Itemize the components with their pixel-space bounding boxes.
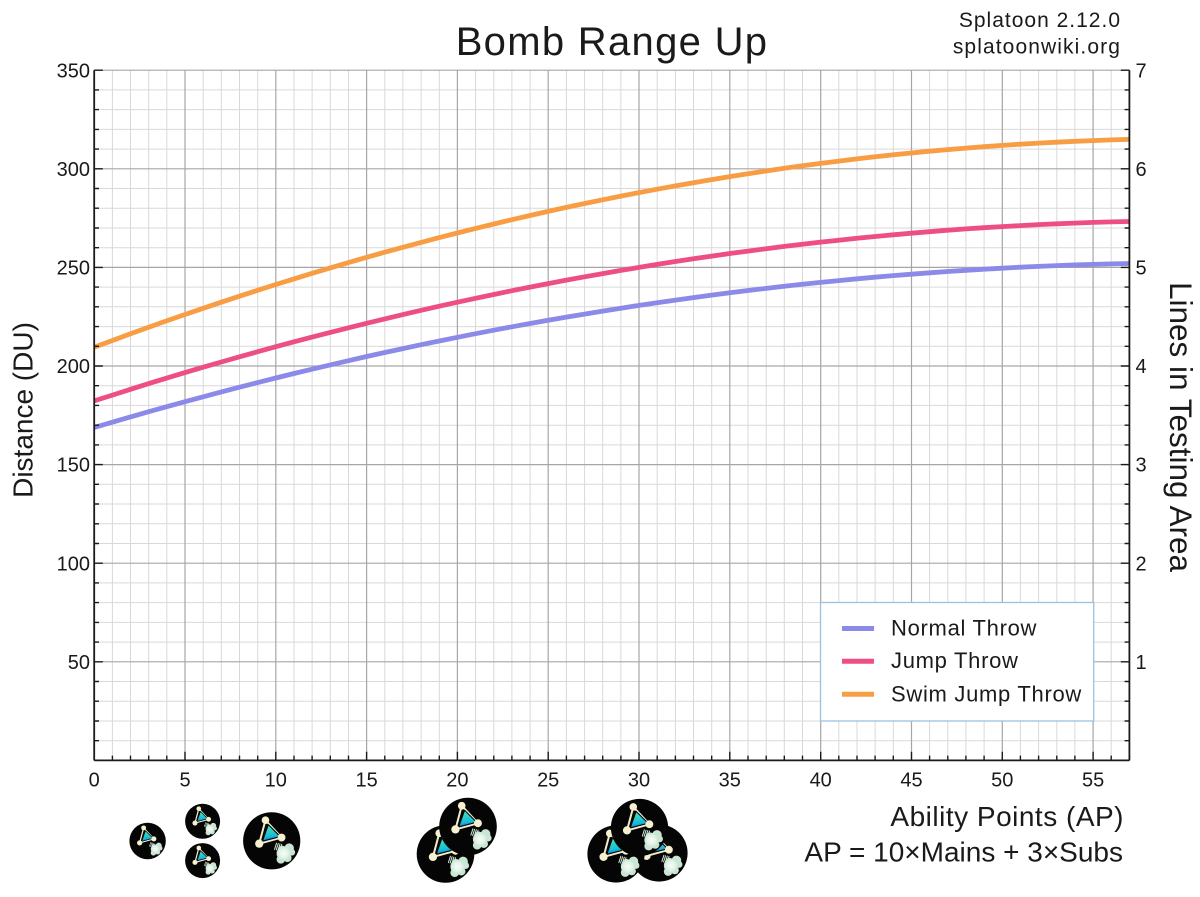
svg-text:5: 5 bbox=[1136, 258, 1147, 280]
svg-text:350: 350 bbox=[57, 60, 90, 82]
svg-text:50: 50 bbox=[68, 652, 90, 674]
svg-text:20: 20 bbox=[446, 770, 468, 792]
svg-text:0: 0 bbox=[89, 770, 100, 792]
svg-text:40: 40 bbox=[810, 770, 832, 792]
svg-text:Swim Jump Throw: Swim Jump Throw bbox=[891, 681, 1082, 706]
svg-text:Ability Points (AP): Ability Points (AP) bbox=[890, 801, 1124, 832]
svg-text:Jump Throw: Jump Throw bbox=[891, 648, 1019, 673]
svg-text:200: 200 bbox=[57, 356, 90, 378]
svg-text:Splatoon 2.12.0: Splatoon 2.12.0 bbox=[959, 9, 1121, 32]
svg-text:Lines in Testing Area: Lines in Testing Area bbox=[1163, 282, 1199, 573]
svg-text:5: 5 bbox=[179, 770, 190, 792]
svg-text:30: 30 bbox=[628, 770, 650, 792]
svg-text:Normal Throw: Normal Throw bbox=[891, 616, 1037, 641]
svg-text:300: 300 bbox=[57, 159, 90, 181]
svg-text:Bomb Range Up: Bomb Range Up bbox=[456, 20, 769, 64]
svg-text:50: 50 bbox=[991, 770, 1013, 792]
svg-text:1: 1 bbox=[1136, 652, 1147, 674]
svg-text:25: 25 bbox=[537, 770, 559, 792]
svg-text:Distance (DU): Distance (DU) bbox=[8, 322, 39, 498]
svg-text:15: 15 bbox=[355, 770, 377, 792]
svg-text:45: 45 bbox=[900, 770, 922, 792]
svg-text:4: 4 bbox=[1136, 356, 1147, 378]
svg-text:250: 250 bbox=[57, 258, 90, 280]
svg-text:10: 10 bbox=[265, 770, 287, 792]
svg-text:2: 2 bbox=[1136, 553, 1147, 575]
svg-text:AP = 10×Mains + 3×Subs: AP = 10×Mains + 3×Subs bbox=[804, 837, 1123, 868]
svg-text:150: 150 bbox=[57, 455, 90, 477]
svg-text:55: 55 bbox=[1082, 770, 1104, 792]
svg-text:6: 6 bbox=[1136, 159, 1147, 181]
svg-text:7: 7 bbox=[1136, 60, 1147, 82]
svg-text:splatoonwiki.org: splatoonwiki.org bbox=[953, 36, 1121, 59]
svg-text:100: 100 bbox=[57, 553, 90, 575]
svg-text:3: 3 bbox=[1136, 455, 1147, 477]
svg-text:35: 35 bbox=[719, 770, 741, 792]
